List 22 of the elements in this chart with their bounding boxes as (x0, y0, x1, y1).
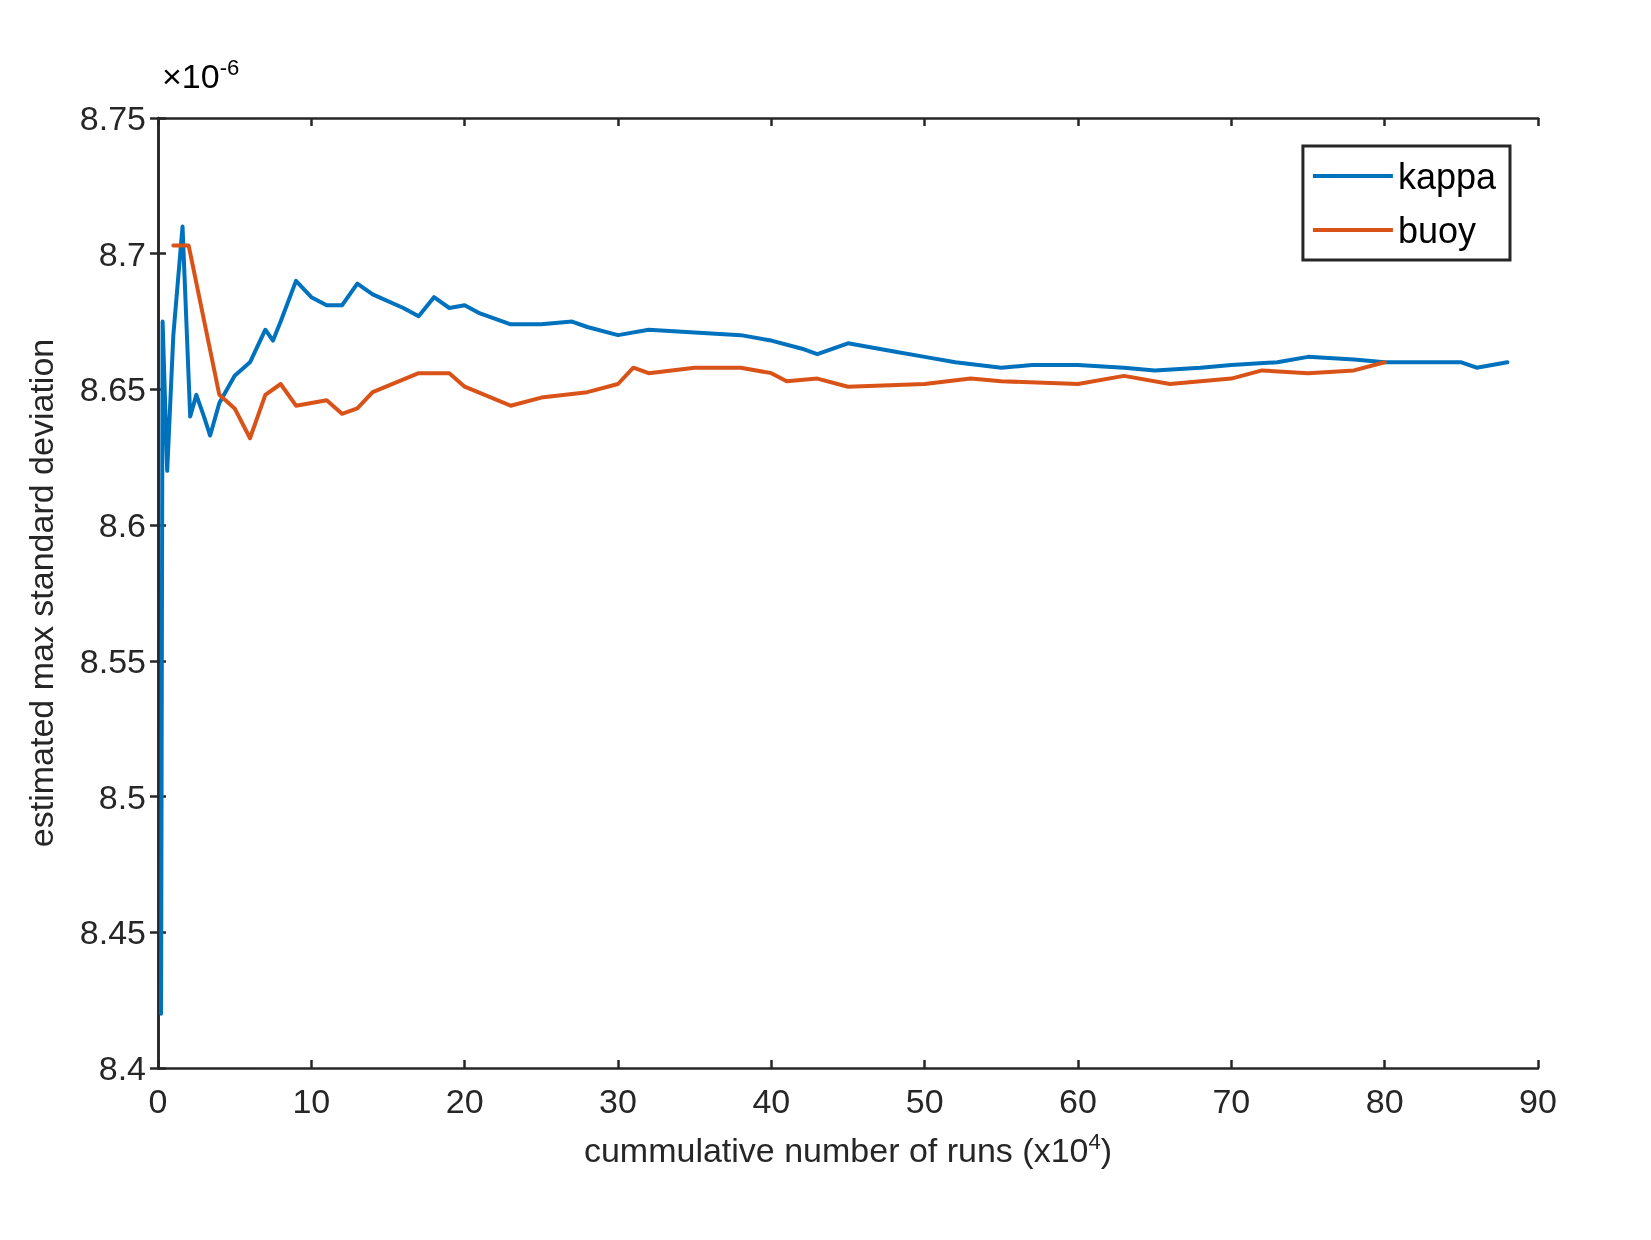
x-tick-label: 70 (1212, 1082, 1251, 1120)
y-tick-label: 8.55 (79, 641, 146, 680)
y-tick-label: 8.5 (98, 777, 146, 816)
x-tick-label: 60 (1059, 1082, 1097, 1120)
y-tick-label: 8.6 (98, 506, 146, 545)
x-tick-label: 0 (148, 1082, 168, 1120)
legend-label: kappa (1397, 155, 1497, 197)
x-tick-label: 20 (445, 1082, 484, 1120)
x-tick-label: 90 (1519, 1082, 1557, 1120)
y-tick-label: 8.45 (79, 913, 146, 952)
legend-label: buoy (1397, 209, 1476, 251)
y-tick-label: 8.4 (98, 1049, 146, 1087)
x-tick-label: 50 (905, 1082, 944, 1120)
x-tick-label: 80 (1365, 1082, 1404, 1120)
x-tick-label: 30 (599, 1082, 637, 1120)
y-tick-label: 8.7 (98, 234, 146, 273)
x-tick-label: 10 (292, 1082, 331, 1120)
y-tick-label: 8.75 (79, 99, 146, 137)
x-tick-label: 40 (752, 1082, 791, 1120)
line-series (171, 243, 1387, 441)
y-axis-title: estimated max standard deviation (22, 338, 60, 848)
y-tick-label: 8.65 (79, 370, 146, 409)
